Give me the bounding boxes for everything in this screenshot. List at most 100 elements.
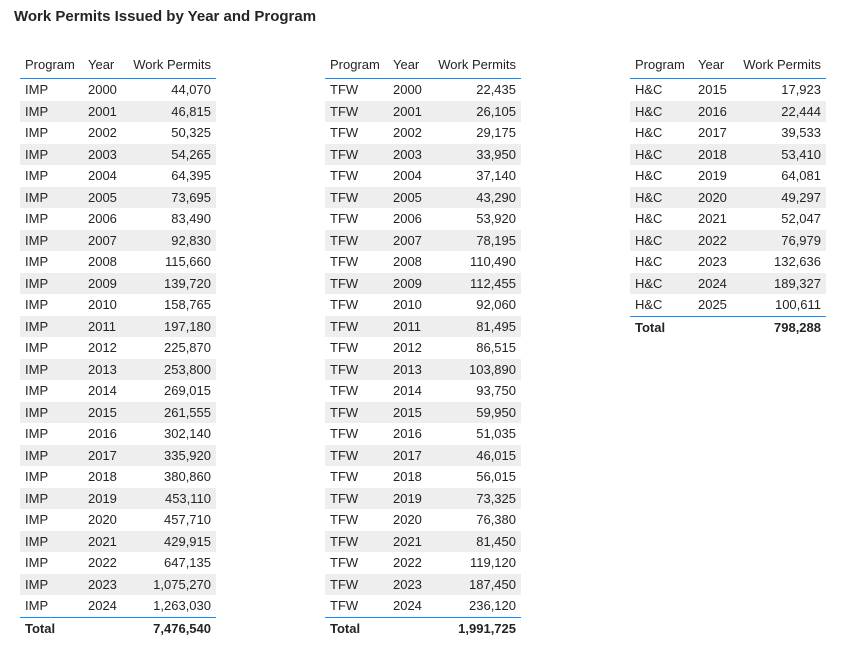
- table-row: IMP 2021 429,915: [20, 530, 216, 552]
- year-cell: 2008: [87, 254, 117, 270]
- total-row: Total 798,288: [630, 315, 826, 338]
- work-permits-cell: 49,297: [727, 186, 826, 208]
- column-header[interactable]: Program: [325, 50, 388, 79]
- work-permits-cell: 225,870: [164, 340, 211, 356]
- total-spacer: [387, 616, 423, 639]
- table-row: TFW 2013 103,890: [325, 358, 521, 380]
- program-cell: TFW: [330, 254, 359, 270]
- work-permits-cell: 52,047: [781, 211, 821, 227]
- work-permits-cell: 302,140: [164, 426, 211, 442]
- year-cell: 2022: [692, 229, 728, 251]
- year-cell: 2003: [387, 143, 423, 165]
- program-cell: TFW: [325, 100, 388, 122]
- program-cell: H&C: [630, 229, 693, 251]
- table-row: TFW 2003 33,950: [325, 143, 521, 165]
- year-cell: 2010: [392, 297, 422, 313]
- table-row: H&C 2023 132,636: [630, 251, 826, 273]
- program-cell: IMP: [25, 469, 49, 485]
- year-cell: 2021: [82, 530, 118, 552]
- work-permits-cell: 78,195: [422, 229, 521, 251]
- year-cell: 2024: [692, 272, 728, 294]
- program-cell: TFW: [325, 143, 388, 165]
- program-cell: IMP: [20, 401, 83, 423]
- year-cell: 2023: [387, 573, 423, 595]
- year-cell: 2016: [392, 426, 422, 442]
- program-cell: IMP: [20, 186, 83, 208]
- table-row: TFW 2015 59,950: [325, 401, 521, 423]
- column-header[interactable]: Year: [692, 50, 728, 79]
- year-cell: 2012: [87, 340, 117, 356]
- year-cell: 2013: [387, 358, 423, 380]
- work-permits-cell: 83,490: [171, 211, 211, 227]
- program-cell: IMP: [20, 530, 83, 552]
- work-permits-cell: 73,325: [422, 487, 521, 509]
- year-cell: 2016: [692, 100, 728, 122]
- work-permits-cell: 22,444: [727, 100, 826, 122]
- program-cell: IMP: [20, 358, 83, 380]
- year-cell: 2019: [387, 487, 423, 509]
- work-permits-cell: 56,015: [476, 469, 516, 485]
- work-permits-cell: 64,081: [781, 168, 821, 184]
- program-cell: TFW: [330, 82, 359, 98]
- column-header[interactable]: Work Permits: [422, 50, 521, 79]
- year-cell: 2020: [692, 186, 728, 208]
- program-cell: IMP: [25, 254, 49, 270]
- table-row: IMP 2016 302,140: [20, 423, 216, 445]
- table-row: H&C 2020 49,297: [630, 186, 826, 208]
- program-cell: TFW: [325, 530, 388, 552]
- year-cell: 2023: [697, 254, 727, 270]
- work-permits-cell: 54,265: [117, 143, 216, 165]
- program-cell: IMP: [25, 598, 49, 614]
- column-header[interactable]: Year: [387, 50, 423, 79]
- year-cell: 2013: [82, 358, 118, 380]
- column-header[interactable]: Work Permits: [727, 50, 826, 79]
- year-cell: 2017: [387, 444, 423, 466]
- table-row: IMP 2020 457,710: [20, 509, 216, 531]
- table-row: IMP 2010 158,765: [20, 294, 216, 316]
- work-permits-cell: 335,920: [117, 444, 216, 466]
- table-row: TFW 2011 81,495: [325, 315, 521, 337]
- year-cell: 2019: [82, 487, 118, 509]
- year-cell: 2010: [87, 297, 117, 313]
- year-cell: 2005: [82, 186, 118, 208]
- year-cell: 2019: [697, 168, 727, 184]
- work-permits-cell: 29,175: [476, 125, 516, 141]
- work-permits-cell: 93,750: [476, 383, 516, 399]
- work-permits-cell: 53,920: [476, 211, 516, 227]
- year-cell: 2016: [87, 426, 117, 442]
- year-cell: 2002: [392, 125, 422, 141]
- work-permits-cell: 429,915: [117, 530, 216, 552]
- program-cell: IMP: [20, 143, 83, 165]
- table-row: TFW 2017 46,015: [325, 444, 521, 466]
- work-permits-cell: 92,830: [117, 229, 216, 251]
- total-value: 798,288: [727, 315, 826, 338]
- year-cell: 2014: [392, 383, 422, 399]
- year-cell: 2004: [87, 168, 117, 184]
- work-permits-cell: 647,135: [164, 555, 211, 571]
- work-permits-cell: 76,979: [727, 229, 826, 251]
- program-cell: IMP: [25, 340, 49, 356]
- program-cell: TFW: [330, 598, 359, 614]
- year-cell: 2008: [392, 254, 422, 270]
- program-cell: H&C: [635, 168, 663, 184]
- table-row: IMP 2017 335,920: [20, 444, 216, 466]
- work-permits-cell: 132,636: [774, 254, 821, 270]
- year-cell: 2017: [697, 125, 727, 141]
- work-permits-cell: 187,450: [422, 573, 521, 595]
- program-cell: IMP: [20, 272, 83, 294]
- column-header[interactable]: Program: [630, 50, 693, 79]
- column-header[interactable]: Work Permits: [117, 50, 216, 79]
- work-permits-cell: 37,140: [476, 168, 516, 184]
- work-permits-cell: 81,495: [422, 315, 521, 337]
- program-cell: IMP: [25, 512, 49, 528]
- work-permits-cell: 269,015: [164, 383, 211, 399]
- program-cell: TFW: [325, 272, 388, 294]
- table-row: IMP 2000 44,070: [20, 79, 216, 101]
- table-row: IMP 2019 453,110: [20, 487, 216, 509]
- work-permits-cell: 26,105: [422, 100, 521, 122]
- column-header[interactable]: Year: [82, 50, 118, 79]
- year-cell: 2018: [392, 469, 422, 485]
- column-header[interactable]: Program: [20, 50, 83, 79]
- program-cell: TFW: [325, 358, 388, 380]
- table-row: IMP 2023 1,075,270: [20, 573, 216, 595]
